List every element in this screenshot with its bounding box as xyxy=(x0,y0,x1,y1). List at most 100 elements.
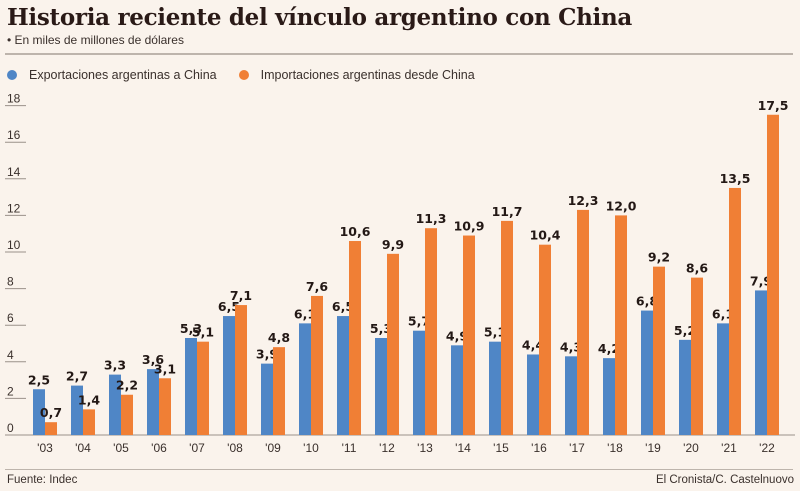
y-tick-label: 18 xyxy=(7,92,21,106)
x-tick-label: '15 xyxy=(493,441,509,455)
y-tick-label: 8 xyxy=(7,275,14,289)
x-tick-label: '22 xyxy=(759,441,775,455)
legend-dot-exports xyxy=(7,70,17,80)
legend-dot-imports xyxy=(238,70,249,80)
data-label-exports: 7,9 xyxy=(750,273,772,288)
x-tick-label: '18 xyxy=(607,441,623,455)
data-label-exports: 2,5 xyxy=(28,372,50,387)
x-tick-label: '06 xyxy=(151,441,167,455)
data-label-exports: 5,3 xyxy=(370,321,392,336)
bar-exports xyxy=(337,316,349,435)
x-tick-label: '07 xyxy=(189,441,205,455)
bar-exports xyxy=(717,323,729,435)
data-label-imports: 17,5 xyxy=(758,98,789,113)
data-label-exports: 6,5 xyxy=(332,299,354,314)
bar-imports xyxy=(425,228,437,435)
data-label-exports: 3,6 xyxy=(142,352,164,367)
x-tick-label: '10 xyxy=(303,441,319,455)
data-label-imports: 10,4 xyxy=(530,228,561,243)
bar-exports xyxy=(603,358,615,435)
data-label-exports: 3,3 xyxy=(104,358,126,373)
x-tick-label: '16 xyxy=(531,441,547,455)
data-label-exports: 6,5 xyxy=(218,299,240,314)
y-tick-label: 14 xyxy=(7,165,21,179)
bar-exports xyxy=(489,341,501,435)
bar-imports xyxy=(121,394,133,435)
data-label-exports: 6,1 xyxy=(712,306,734,321)
data-label-exports: 5,3 xyxy=(180,321,202,336)
bar-imports xyxy=(463,235,475,435)
bar-imports xyxy=(387,253,399,435)
data-label-imports: 7,6 xyxy=(306,279,328,294)
data-label-imports: 8,6 xyxy=(686,261,708,276)
data-label-imports: 7,1 xyxy=(230,288,252,303)
x-tick-label: '08 xyxy=(227,441,243,455)
data-label-imports: 2,2 xyxy=(116,378,138,393)
x-tick-label: '13 xyxy=(417,441,433,455)
data-label-imports: 9,9 xyxy=(382,237,404,252)
bar-imports xyxy=(273,347,285,435)
data-label-imports: 4,8 xyxy=(268,330,290,345)
bar-imports xyxy=(159,378,171,435)
bar-exports xyxy=(185,338,197,435)
data-label-imports: 3,1 xyxy=(154,361,176,376)
x-tick-label: '09 xyxy=(265,441,281,455)
y-tick-label: 0 xyxy=(7,421,14,435)
data-label-exports: 5,2 xyxy=(674,323,696,338)
x-tick-label: '05 xyxy=(113,441,129,455)
x-tick-label: '17 xyxy=(569,441,585,455)
bar-exports xyxy=(375,338,387,435)
data-label-imports: 11,3 xyxy=(416,211,447,226)
legend: Exportaciones argentinas a China Importa… xyxy=(7,67,497,83)
x-tick-label: '12 xyxy=(379,441,395,455)
x-tick-label: '03 xyxy=(37,441,53,455)
data-label-exports: 2,7 xyxy=(66,369,88,384)
legend-item-exports: Exportaciones argentinas a China xyxy=(7,68,217,82)
x-tick-label: '19 xyxy=(645,441,661,455)
bar-imports xyxy=(539,244,551,435)
chart-title: Historia reciente del vínculo argentino … xyxy=(7,4,633,31)
bar-exports xyxy=(147,369,159,435)
bar-imports xyxy=(767,114,779,435)
bar-imports xyxy=(45,422,57,435)
y-tick-label: 16 xyxy=(7,128,21,142)
bar-exports xyxy=(413,330,425,435)
legend-label-imports: Importaciones argentinas desde China xyxy=(260,68,475,82)
bar-exports xyxy=(565,356,577,435)
x-tick-label: '04 xyxy=(75,441,91,455)
bar-imports xyxy=(311,295,323,435)
bar-exports xyxy=(755,290,767,435)
data-label-imports: 10,6 xyxy=(340,224,371,239)
data-label-imports: 10,9 xyxy=(454,219,485,234)
footer-divider xyxy=(5,469,793,470)
data-label-exports: 3,9 xyxy=(256,347,278,362)
data-label-exports: 4,9 xyxy=(446,328,468,343)
chart-subtitle: • En miles de millones de dólares xyxy=(7,33,184,47)
legend-label-exports: Exportaciones argentinas a China xyxy=(29,68,217,82)
bar-imports xyxy=(691,277,703,435)
source-note: Fuente: Indec xyxy=(7,474,78,486)
data-label-exports: 4,3 xyxy=(560,339,582,354)
bar-imports xyxy=(235,305,247,435)
data-label-imports: 0,7 xyxy=(40,405,62,420)
credit-note: El Cronista/C. Castelnuovo xyxy=(655,474,794,486)
data-label-imports: 13,5 xyxy=(720,171,751,186)
x-tick-label: '14 xyxy=(455,441,471,455)
bar-exports xyxy=(109,374,121,435)
bar-exports xyxy=(641,310,653,435)
header-divider xyxy=(5,53,793,55)
bar-imports xyxy=(501,220,513,435)
bar-exports xyxy=(33,389,45,435)
data-label-exports: 6,1 xyxy=(294,306,316,321)
x-tick-label: '20 xyxy=(683,441,699,455)
bar-imports xyxy=(83,409,95,435)
y-tick-label: 6 xyxy=(7,311,14,325)
bar-exports xyxy=(527,354,539,435)
data-label-exports: 5,7 xyxy=(408,314,430,329)
bar-exports xyxy=(679,339,691,435)
data-label-imports: 5,1 xyxy=(192,325,214,340)
y-tick-label: 12 xyxy=(7,201,21,215)
data-label-imports: 9,2 xyxy=(648,250,670,265)
y-tick-label: 10 xyxy=(7,238,21,252)
data-label-exports: 6,8 xyxy=(636,294,658,309)
